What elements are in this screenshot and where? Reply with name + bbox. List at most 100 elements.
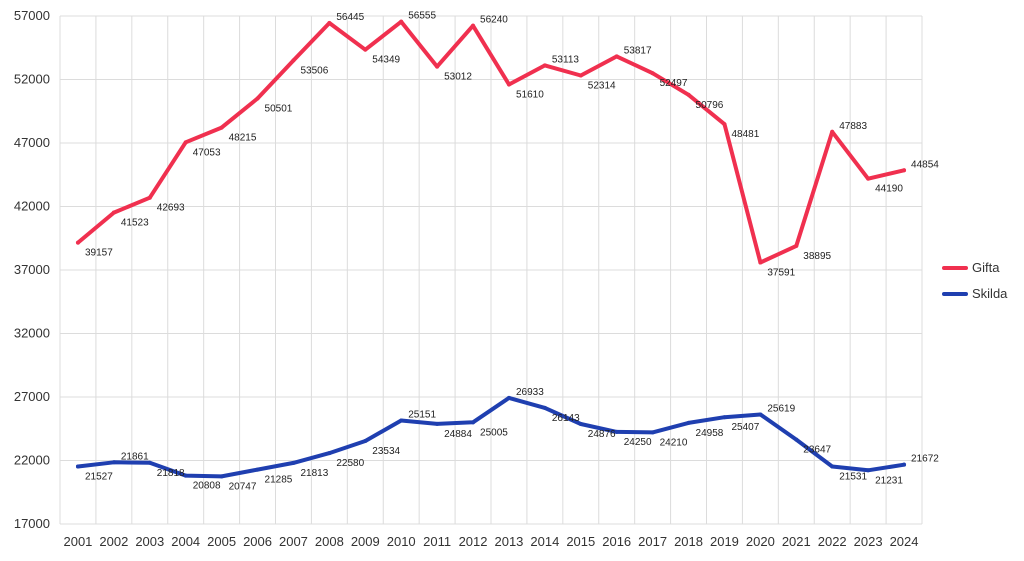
data-label-gifta: 50796 (696, 100, 724, 111)
data-label-skilda: 21285 (265, 475, 293, 486)
data-label-skilda: 24876 (588, 429, 616, 440)
data-label-skilda: 26143 (552, 413, 580, 424)
y-tick-label: 32000 (14, 326, 50, 341)
data-label-skilda: 21531 (839, 471, 867, 482)
series-line-skilda (76, 395, 906, 479)
x-tick-label: 2009 (351, 534, 380, 549)
data-point-skilda (399, 418, 404, 423)
legend: Gifta Skilda (942, 260, 1008, 301)
x-tick-label: 2014 (530, 534, 559, 549)
data-label-gifta: 48481 (731, 129, 759, 140)
data-label-gifta: 52314 (588, 81, 616, 92)
x-tick-label: 2003 (135, 534, 164, 549)
data-point-gifta (686, 92, 691, 97)
data-label-gifta: 48215 (229, 133, 257, 144)
data-point-gifta (327, 21, 332, 26)
data-label-gifta: 41523 (121, 218, 149, 229)
data-point-gifta (902, 168, 907, 173)
data-label-skilda: 21672 (911, 454, 939, 465)
y-tick-label: 57000 (14, 8, 50, 23)
x-tick-label: 2017 (638, 534, 667, 549)
x-tick-label: 2022 (818, 534, 847, 549)
y-tick-label: 52000 (14, 72, 50, 87)
x-tick-label: 2024 (890, 534, 919, 549)
data-point-gifta (255, 96, 260, 101)
data-label-gifta: 44190 (875, 184, 903, 195)
data-point-gifta (758, 260, 763, 265)
data-label-gifta: 56240 (480, 15, 508, 26)
data-point-gifta (542, 63, 547, 68)
x-tick-label: 2004 (171, 534, 200, 549)
data-point-skilda (111, 460, 116, 465)
data-point-skilda (686, 420, 691, 425)
y-tick-label: 42000 (14, 199, 50, 214)
data-label-gifta: 53506 (300, 65, 328, 76)
data-label-gifta: 42693 (157, 203, 185, 214)
data-label-skilda: 25407 (731, 422, 759, 433)
data-point-skilda (255, 467, 260, 472)
x-tick-label: 2006 (243, 534, 272, 549)
y-tick-label: 22000 (14, 453, 50, 468)
data-point-skilda (75, 464, 80, 469)
data-point-skilda (902, 462, 907, 467)
x-tick-label: 2015 (566, 534, 595, 549)
data-point-skilda (866, 468, 871, 473)
data-label-gifta: 50501 (265, 104, 293, 115)
gridlines (59, 15, 923, 525)
data-point-skilda (219, 474, 224, 479)
data-label-skilda: 24958 (696, 428, 724, 439)
x-tick-label: 2020 (746, 534, 775, 549)
data-point-gifta (111, 210, 116, 215)
data-label-skilda: 20747 (229, 481, 257, 492)
data-label-skilda: 22580 (336, 458, 364, 469)
x-tick-label: 2011 (423, 534, 451, 549)
data-label-skilda: 26933 (516, 387, 544, 398)
data-point-skilda (578, 421, 583, 426)
data-point-gifta (722, 122, 727, 127)
data-label-gifta: 53113 (552, 54, 580, 65)
data-point-gifta (219, 125, 224, 130)
data-point-gifta (147, 195, 152, 200)
data-point-skilda (327, 451, 332, 456)
x-tick-label: 2010 (387, 534, 416, 549)
data-label-skilda: 21813 (300, 468, 328, 479)
data-point-gifta (866, 176, 871, 181)
data-point-skilda (794, 437, 799, 442)
x-tick-label: 2016 (602, 534, 631, 549)
data-label-skilda: 25151 (408, 409, 436, 420)
data-point-gifta (578, 73, 583, 78)
x-tick-label: 2023 (854, 534, 883, 549)
data-label-skilda: 20808 (193, 481, 221, 492)
data-point-skilda (471, 420, 476, 425)
data-label-skilda: 21231 (875, 475, 903, 486)
data-point-gifta (471, 23, 476, 28)
y-tick-label: 27000 (14, 389, 50, 404)
data-label-gifta: 44854 (911, 159, 939, 170)
data-label-skilda: 21861 (121, 451, 149, 462)
data-label-gifta: 39157 (85, 248, 113, 259)
data-label-gifta: 47883 (839, 121, 867, 132)
data-point-skilda (147, 460, 152, 465)
data-point-gifta (614, 54, 619, 59)
y-tick-label: 17000 (14, 516, 50, 531)
x-tick-label: 2002 (99, 534, 128, 549)
x-tick-label: 2013 (494, 534, 523, 549)
x-tick-label: 2008 (315, 534, 344, 549)
data-point-gifta (399, 19, 404, 24)
x-tick-label: 2005 (207, 534, 236, 549)
series-lines (75, 19, 907, 479)
data-point-gifta (650, 71, 655, 76)
x-tick-label: 2018 (674, 534, 703, 549)
data-label-gifta: 56445 (336, 12, 364, 23)
data-label-skilda: 24250 (624, 437, 652, 448)
data-point-skilda (506, 395, 511, 400)
data-point-skilda (183, 473, 188, 478)
data-point-skilda (435, 421, 440, 426)
data-label-skilda: 21527 (85, 472, 113, 483)
data-label-skilda: 24210 (660, 437, 688, 448)
data-label-gifta: 53817 (624, 45, 652, 56)
data-point-gifta (291, 58, 296, 63)
data-point-skilda (363, 439, 368, 444)
data-label-skilda: 25005 (480, 427, 508, 438)
data-label-skilda: 23534 (372, 446, 400, 457)
